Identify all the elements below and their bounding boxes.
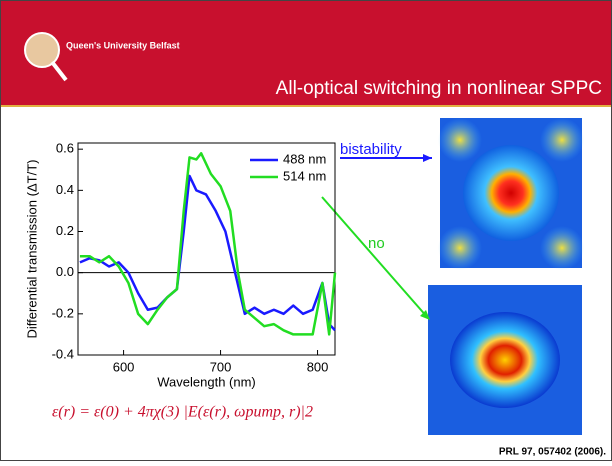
header-band: [0, 0, 612, 106]
legend-label: 488 nm: [283, 151, 326, 166]
legend-label: 514 nm: [283, 168, 326, 183]
y-axis-label: Differential transmission (ΔT/T): [24, 160, 39, 339]
logo: [24, 32, 60, 68]
field-blob: [438, 226, 482, 270]
field-core: [463, 145, 559, 241]
no-label: no: [368, 235, 385, 252]
no-arrow: [321, 196, 429, 319]
y-tick-label: 0.4: [56, 182, 74, 197]
slide-title: All-optical switching in nonlinear SPPC: [276, 78, 602, 99]
plot-frame: [77, 142, 336, 356]
arrow-head: [423, 154, 432, 162]
y-tick-label: 0.0: [56, 264, 74, 279]
field-blob: [438, 118, 482, 162]
reference: PRL 97, 057402 (2006).: [499, 447, 606, 458]
x-axis-label: Wavelength (nm): [157, 374, 256, 389]
field-blob: [540, 226, 584, 270]
institution: Queen's University Belfast: [66, 40, 180, 50]
x-tick-label: 800: [307, 359, 329, 374]
y-tick-label: -0.4: [52, 346, 74, 361]
y-tick-label: -0.2: [52, 305, 74, 320]
y-tick-label: 0.2: [56, 223, 74, 238]
field-core: [450, 312, 560, 408]
field-blob: [540, 118, 584, 162]
y-tick-label: 0.6: [56, 141, 74, 156]
series-line: [79, 174, 336, 332]
x-tick-label: 700: [210, 359, 232, 374]
arrow-head: [420, 310, 430, 320]
x-tick-label: 600: [113, 359, 135, 374]
equation: ε(r) = ε(0) + 4πχ(3) |E(ε(r), ωpump, r)|…: [52, 404, 313, 421]
logo-tail: [50, 60, 68, 82]
series-line: [79, 152, 337, 336]
bistability-label: bistability: [340, 141, 402, 158]
